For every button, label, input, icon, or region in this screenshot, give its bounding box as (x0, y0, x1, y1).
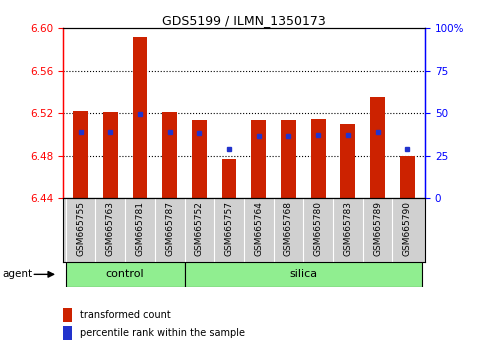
Bar (103, 112, 118, 198)
Text: GSM665757: GSM665757 (225, 201, 234, 256)
Bar (281, 120, 296, 198)
Text: GSM665755: GSM665755 (76, 201, 85, 256)
Bar (341, 124, 355, 198)
Text: silica: silica (289, 269, 317, 279)
Bar (370, 97, 385, 198)
Text: GSM665764: GSM665764 (254, 201, 263, 256)
Bar (192, 120, 207, 198)
Bar (66, 262, 185, 287)
Text: GSM665787: GSM665787 (165, 201, 174, 256)
Bar (222, 159, 237, 198)
Text: GSM665783: GSM665783 (343, 201, 352, 256)
Text: GSM665763: GSM665763 (106, 201, 115, 256)
Bar (132, 37, 147, 198)
Text: GSM665768: GSM665768 (284, 201, 293, 256)
Bar (73, 111, 88, 198)
Text: GSM665781: GSM665781 (136, 201, 144, 256)
Text: agent: agent (2, 269, 32, 279)
Text: GSM665780: GSM665780 (313, 201, 323, 256)
Bar (400, 156, 414, 198)
Bar (251, 120, 266, 198)
Bar (162, 112, 177, 198)
Bar (185, 262, 422, 287)
Text: GSM665789: GSM665789 (373, 201, 382, 256)
Bar (311, 119, 326, 198)
Text: percentile rank within the sample: percentile rank within the sample (80, 328, 245, 338)
Text: GSM665752: GSM665752 (195, 201, 204, 256)
Text: GSM665790: GSM665790 (403, 201, 412, 256)
Text: control: control (106, 269, 144, 279)
Title: GDS5199 / ILMN_1350173: GDS5199 / ILMN_1350173 (162, 14, 326, 27)
Text: transformed count: transformed count (80, 310, 170, 320)
